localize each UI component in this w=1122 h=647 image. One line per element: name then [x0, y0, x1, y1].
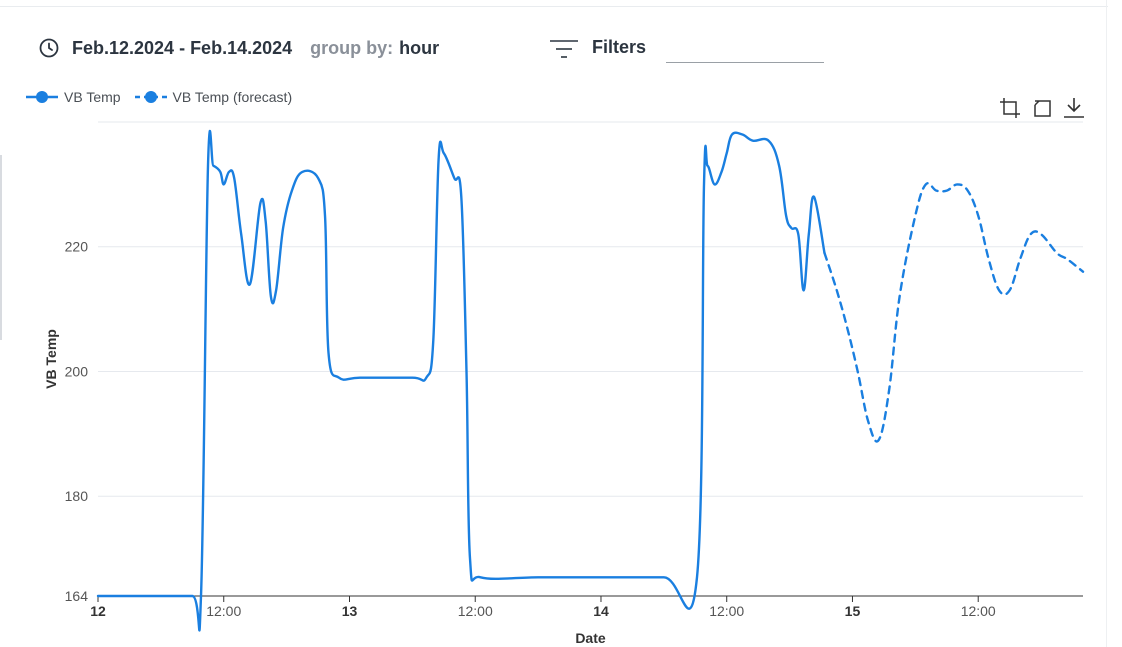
y-tick-label: 164 — [65, 588, 89, 604]
legend-item-vb-temp-forecast[interactable]: VB Temp (forecast) — [134, 89, 293, 105]
clock-icon — [39, 38, 59, 58]
left-panel-edge — [0, 155, 2, 340]
filters-input[interactable] — [666, 38, 824, 63]
x-tick-label: 12:00 — [709, 603, 744, 619]
date-range[interactable]: Feb.12.2024 - Feb.14.2024 — [72, 37, 293, 58]
y-axis-title: VB Temp — [43, 329, 59, 389]
legend-label-vb-temp-forecast: VB Temp (forecast) — [172, 89, 293, 105]
download-icon[interactable] — [1062, 96, 1086, 120]
y-tick-label: 220 — [65, 239, 89, 255]
chart-tools — [990, 96, 1086, 120]
filters-label[interactable]: Filters — [592, 37, 647, 57]
chart-toolbar: Feb.12.2024 - Feb.14.2024 group by: hour — [38, 30, 439, 66]
filter-icon[interactable] — [548, 36, 580, 62]
legend-item-vb-temp[interactable]: VB Temp — [26, 89, 121, 105]
x-tick-label: 14 — [593, 603, 609, 619]
y-tick-label: 180 — [65, 488, 89, 504]
series-line-vb-temp[interactable] — [96, 129, 826, 632]
group-by-value[interactable]: hour — [399, 37, 440, 58]
x-tick-label: 12:00 — [961, 603, 996, 619]
y-tick-label: 200 — [65, 363, 89, 379]
x-tick-label: 13 — [342, 603, 358, 619]
crop-zoom-icon[interactable] — [998, 96, 1022, 120]
legend-marker-solid — [26, 91, 58, 103]
x-axis: 12 12:00 13 12:00 14 12:00 15 12:00 — [90, 595, 1083, 619]
x-tick-label: 12 — [90, 603, 106, 619]
grid-lines — [98, 121, 1083, 497]
top-border — [0, 6, 1108, 7]
x-axis-title: Date — [575, 630, 606, 646]
x-tick-label: 12:00 — [458, 603, 493, 619]
x-tick-label: 12:00 — [206, 603, 241, 619]
series-line-vb-temp-forecast[interactable] — [823, 182, 1085, 443]
legend-marker-dashed — [134, 91, 167, 103]
right-border — [1106, 0, 1107, 647]
legend-label-vb-temp: VB Temp — [64, 89, 121, 105]
y-axis: 164 180 200 220 — [65, 239, 89, 604]
group-by-label: group by: — [310, 37, 394, 58]
chart-legend: VB Temp VB Temp (forecast) — [26, 89, 306, 105]
reset-zoom-icon[interactable] — [1030, 96, 1054, 120]
series-lines — [96, 129, 1085, 632]
x-tick-label: 15 — [845, 603, 861, 619]
